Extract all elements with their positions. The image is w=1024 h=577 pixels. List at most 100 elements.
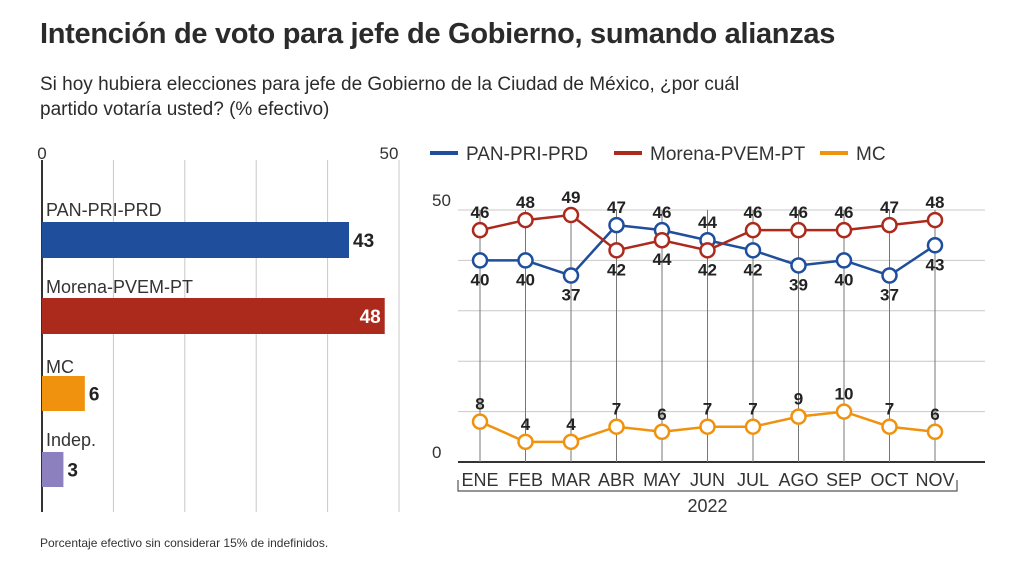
data-label: 46: [653, 203, 672, 222]
bar-tick-label: 50: [380, 144, 399, 163]
data-label: 49: [562, 188, 581, 207]
data-point: [926, 423, 944, 441]
data-label: 37: [562, 286, 581, 305]
chart-title: Intención de voto para jefe de Gobierno,…: [40, 18, 836, 50]
data-label: 7: [612, 400, 621, 419]
bar-value-label: 6: [89, 385, 100, 406]
data-point: [471, 252, 489, 269]
data-point: [517, 433, 534, 451]
chart-subtitle: Si hoy hubiera elecciones para jefe de G…: [40, 74, 740, 120]
data-label: 10: [835, 385, 854, 404]
data-point: [562, 267, 580, 284]
month-tick-label: SEP: [826, 470, 862, 490]
month-tick-label: OCT: [871, 470, 909, 490]
data-label: 44: [653, 250, 672, 269]
data-label: 46: [789, 203, 808, 222]
data-point: [881, 216, 898, 234]
bar: [42, 452, 64, 487]
data-label: 47: [607, 198, 626, 217]
data-label: 47: [880, 198, 899, 217]
data-label: 40: [835, 270, 854, 289]
footnote: Porcentaje efectivo sin considerar 15% d…: [40, 536, 329, 550]
data-label: 8: [475, 395, 484, 414]
data-point: [699, 242, 716, 259]
bar-value-label: 48: [360, 307, 381, 328]
data-label: 7: [748, 400, 757, 419]
month-tick-label: FEB: [508, 470, 543, 490]
bar-category-label: Morena-PVEM-PT: [46, 277, 193, 297]
data-point: [653, 423, 671, 441]
data-point: [517, 211, 534, 229]
data-label: 42: [698, 260, 717, 279]
data-label: 48: [516, 193, 535, 212]
data-label: 6: [930, 405, 939, 424]
data-point: [608, 216, 625, 234]
year-axis-label: 2022: [687, 496, 727, 516]
data-label: 46: [744, 203, 763, 222]
data-point: [835, 221, 853, 239]
bar-category-label: PAN-PRI-PRD: [46, 200, 162, 220]
bar-category-label: Indep.: [46, 430, 96, 450]
data-label: 7: [885, 400, 894, 419]
data-point: [881, 418, 898, 435]
bar: [42, 298, 385, 334]
data-label: 40: [471, 270, 490, 289]
data-label: 4: [566, 415, 576, 434]
data-point: [881, 267, 898, 284]
bar: [42, 222, 350, 258]
bar-value-label: 3: [67, 461, 78, 482]
legend-label: MC: [856, 144, 886, 165]
data-label: 37: [880, 286, 899, 305]
data-point: [744, 418, 762, 435]
month-tick-label: ABR: [598, 470, 635, 490]
data-point: [562, 433, 580, 451]
month-tick-label: AGO: [778, 470, 818, 490]
data-label: 40: [516, 270, 535, 289]
data-point: [562, 206, 580, 224]
data-label: 39: [789, 275, 808, 294]
data-point: [790, 257, 807, 274]
data-point: [699, 418, 716, 435]
data-point: [926, 211, 944, 229]
data-label: 46: [471, 203, 490, 222]
month-tick-label: JUN: [690, 470, 725, 490]
data-point: [608, 242, 625, 259]
data-point: [835, 403, 853, 420]
month-tick-label: NOV: [915, 470, 954, 490]
line-tick-label: 50: [432, 191, 451, 210]
data-label: 4: [521, 415, 531, 434]
bar-category-label: MC: [46, 357, 74, 377]
legend-label: Morena-PVEM-PT: [650, 144, 806, 165]
data-label: 42: [744, 260, 763, 279]
month-tick-label: MAY: [643, 470, 681, 490]
year-bracket: [457, 480, 958, 492]
data-point: [471, 221, 489, 239]
data-point: [790, 408, 807, 425]
data-point: [790, 221, 807, 239]
bar-value-label: 43: [353, 231, 374, 252]
data-label: 44: [698, 213, 717, 232]
data-label: 9: [794, 390, 803, 409]
month-tick-label: JUL: [737, 470, 769, 490]
data-point: [835, 252, 853, 269]
bar-tick-label: 0: [37, 144, 46, 163]
data-point: [744, 242, 762, 259]
data-point: [471, 413, 489, 430]
data-label: 42: [607, 260, 626, 279]
data-label: 6: [657, 405, 666, 424]
data-label: 48: [926, 193, 945, 212]
data-point: [517, 252, 534, 269]
data-point: [926, 237, 944, 254]
legend-label: PAN-PRI-PRD: [466, 144, 588, 165]
data-point: [744, 221, 762, 239]
line-tick-label: 0: [432, 443, 441, 462]
data-point: [608, 418, 625, 435]
data-label: 46: [835, 203, 854, 222]
data-label: 7: [703, 400, 712, 419]
data-label: 43: [926, 255, 945, 274]
data-point: [653, 231, 671, 249]
month-tick-label: ENE: [461, 470, 498, 490]
month-tick-label: MAR: [551, 470, 591, 490]
bar: [42, 376, 85, 411]
